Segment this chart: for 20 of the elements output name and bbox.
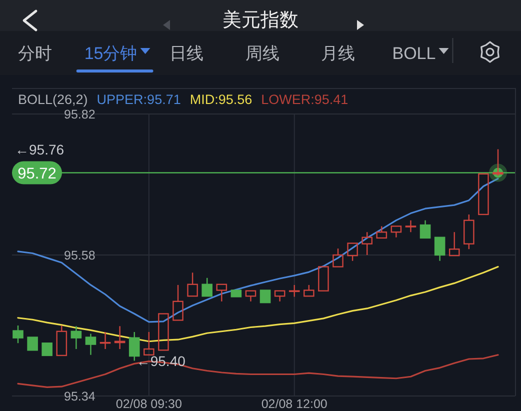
line-series	[17, 266, 499, 342]
text: 月线	[321, 44, 356, 63]
y-tick-label: 95.82	[64, 108, 96, 122]
y-tick-label: 95.58	[64, 248, 96, 262]
text: 周线	[245, 44, 280, 63]
text: BOLL	[392, 44, 436, 63]
text: 日线	[170, 44, 204, 63]
legend-title: BOLL(26,2)	[18, 92, 88, 107]
text: LOWER:95.41	[261, 92, 348, 107]
text: 分时	[18, 44, 52, 63]
y-tick-label: 95.34	[64, 390, 96, 404]
text: UPPER:95.71	[96, 92, 181, 107]
x-tick-label: 02/08 09:30	[116, 397, 182, 411]
annotation: ←95.76	[15, 141, 64, 158]
x-tick-label: 02/08 12:00	[261, 397, 328, 411]
text: MID:95.56	[190, 92, 252, 107]
line-series	[17, 354, 499, 388]
text: 15分钟	[84, 44, 138, 63]
chart-title: 美元指数	[222, 9, 298, 31]
ref-line-label: 95.72	[18, 165, 56, 182]
